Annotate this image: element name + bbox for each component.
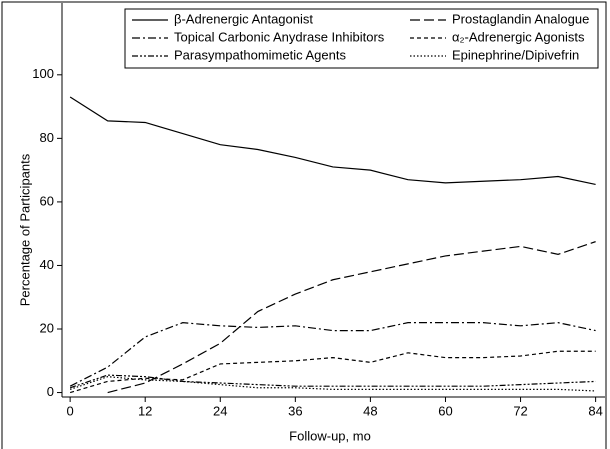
y-tick-label: 20 — [40, 320, 54, 335]
series-line — [69, 350, 596, 394]
legend-label: Parasympathomimetic Agents — [174, 47, 346, 62]
y-tick-label: 40 — [40, 257, 54, 272]
legend-label: Prostaglandin Analogue — [452, 11, 589, 26]
legend-label: Epinephrine/Dipivefrin — [452, 47, 579, 62]
x-tick-label: 60 — [438, 403, 452, 418]
x-tick-label: 84 — [588, 403, 602, 418]
x-tick-label: 36 — [288, 403, 302, 418]
x-tick-label: 24 — [213, 403, 227, 418]
legend-box — [124, 8, 599, 69]
x-tick-label: 48 — [363, 403, 377, 418]
x-tick-label: 72 — [513, 403, 527, 418]
y-tick-label: 60 — [40, 193, 54, 208]
legend-label: Topical Carbonic Anydrase Inhibitors — [174, 29, 385, 44]
y-axis-label: Percentage of Participants — [17, 153, 32, 306]
legend-label: β-Adrenergic Antagonist — [174, 11, 313, 26]
series-line — [107, 241, 596, 394]
series-line — [69, 322, 596, 387]
y-tick-label: 0 — [47, 384, 54, 399]
series-line — [69, 374, 596, 389]
y-tick-label: 80 — [40, 130, 54, 145]
x-tick-label: 12 — [138, 403, 152, 418]
series-line — [69, 96, 596, 186]
x-axis-label: Follow-up, mo — [289, 428, 371, 443]
x-tick-label: 0 — [67, 403, 74, 418]
y-tick-label: 100 — [32, 66, 54, 81]
legend-label: α₂-Adrenergic Agonists — [452, 29, 585, 44]
